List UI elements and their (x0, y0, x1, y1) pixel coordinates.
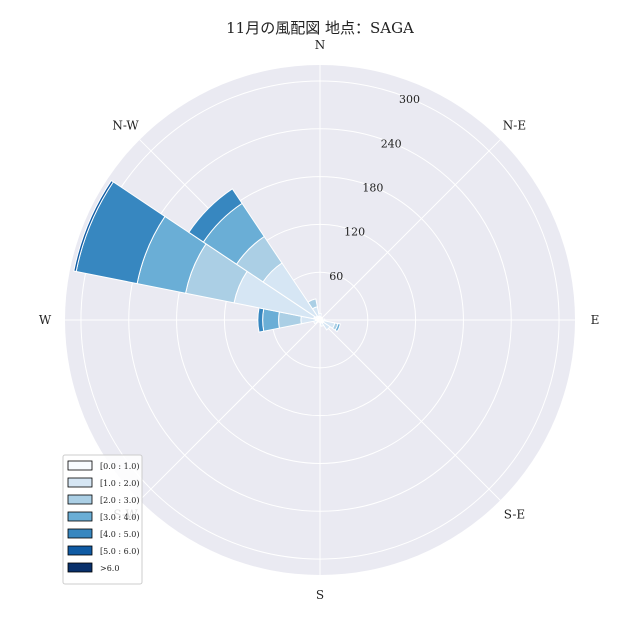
bar-segment-337.5-bin-2 (307, 298, 318, 310)
bar-segment-315-bin-4 (188, 188, 243, 243)
bar-segment-112.5-bin-3 (334, 322, 341, 333)
direction-label-s-e: S-E (504, 507, 525, 521)
legend-swatch-4 (67, 528, 93, 539)
bar-segment-135-bin-1 (321, 321, 331, 331)
bar-segment-270-bin-4 (257, 307, 265, 333)
direction-label-e: E (591, 313, 600, 327)
legend-swatch-2 (67, 494, 93, 505)
radial-tick-240: 240 (381, 137, 402, 150)
legend-label-6: >6.0 (100, 564, 119, 573)
legend-label-3: [3.0 : 4.0) (100, 513, 139, 522)
direction-label-n-e: N-E (503, 119, 526, 133)
windrose-bars (73, 179, 341, 333)
radial-tick-180: 180 (362, 181, 383, 194)
legend-label-1: [1.0 : 2.0) (100, 479, 139, 488)
legend-swatch-6 (67, 562, 93, 573)
chart-title: 11月の風配図 地点：SAGA (226, 19, 414, 37)
bar-segment-270-bin-3 (262, 308, 280, 332)
legend-label-2: [2.0 : 3.0) (100, 496, 139, 505)
polar-grid (65, 65, 575, 575)
direction-label-s: S (316, 588, 324, 602)
legend-label-4: [4.0 : 5.0) (100, 530, 139, 539)
radial-tick-60: 60 (329, 270, 343, 283)
grid-spoke (319, 139, 501, 321)
bar-segment-292.5-bin-5 (73, 179, 114, 273)
grid-spoke (139, 319, 321, 501)
legend-swatch-5 (67, 545, 93, 556)
grid-spoke (319, 319, 501, 501)
bar-segment-157.5-bin-1 (320, 321, 325, 327)
legend-swatch-1 (67, 477, 93, 488)
legend: [0.0 : 1.0) [1.0 : 2.0) [2.0 : 3.0) [3.0 : … (62, 454, 143, 585)
radial-tick-300: 300 (399, 93, 420, 106)
direction-label-w: W (39, 313, 52, 327)
direction-label-n-w: N-W (112, 119, 139, 133)
legend-swatch-3 (67, 511, 93, 522)
legend-label-5: [5.0 : 6.0) (100, 547, 139, 556)
radial-tick-120: 120 (344, 226, 365, 239)
radial-tick-labels: 60 120 180 240 300 (329, 93, 420, 283)
legend-label-0: [0.0 : 1.0) (100, 462, 139, 471)
direction-label-n: N (315, 38, 326, 52)
legend-swatch-0 (67, 460, 93, 471)
